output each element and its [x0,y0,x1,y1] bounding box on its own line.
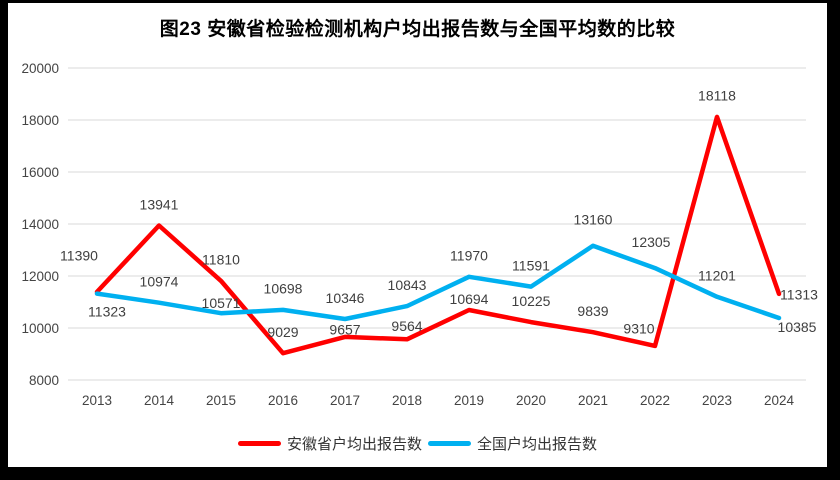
data-label: 10571 [202,295,241,311]
x-axis-tick-label: 2024 [764,393,795,408]
y-axis-tick-label: 8000 [29,373,59,388]
chart-title: 图23 安徽省检验检测机构户均出报告数与全国平均数的比较 [159,19,676,40]
line-chart-plot: 8000 10000 12000 14000 16000 18000 20000 2013 20… [21,61,818,408]
data-label: 9657 [329,322,360,338]
data-label: 13941 [140,196,179,212]
legend-swatch-icon [237,440,281,446]
x-axis-tick-label: 2014 [144,393,175,408]
data-label: 13160 [574,212,613,228]
chart-legend: 安徽省户均出报告数 全国户均出报告数 [8,432,827,454]
y-axis-tick-label: 12000 [21,269,59,284]
legend-item-0: 安徽省户均出报告数 [237,433,422,454]
x-axis-tick-label: 2018 [392,393,422,408]
y-axis-tick-label: 16000 [21,165,59,180]
data-label: 11970 [450,248,488,264]
data-label: 18118 [698,88,736,104]
data-label: 9839 [577,303,608,319]
data-label: 11313 [780,287,818,303]
data-label: 10698 [264,281,303,297]
x-axis-tick-label: 2017 [330,393,360,408]
x-axis-tick-label: 2019 [454,393,484,408]
legend-label: 安徽省户均出报告数 [286,435,422,453]
x-axis-tick-label: 2016 [268,393,298,408]
y-axis-tick-label: 14000 [21,217,59,232]
data-label: 11323 [88,303,126,319]
series-line-0 [94,114,782,356]
x-axis-tick-label: 2020 [516,393,546,408]
data-label: 11810 [202,252,240,268]
data-label: 12305 [632,234,671,250]
data-label: 10225 [512,293,551,309]
x-axis-tick-label: 2015 [206,393,236,408]
y-axis-tick-label: 18000 [21,113,59,128]
data-label: 9029 [267,324,298,340]
series-line-1 [94,243,782,322]
data-label: 10843 [388,277,427,293]
legend-swatch-icon [428,440,471,446]
chart-container: 图23 安徽省检验检测机构户均出报告数与全国平均数的比较 8000 10000 12… [8,3,827,467]
x-axis-tick-label: 2023 [702,393,732,408]
data-label: 9310 [623,321,654,337]
x-axis-tick-label: 2022 [640,393,670,408]
legend-item-1: 全国户均出报告数 [428,433,597,454]
data-label: 9564 [391,318,422,334]
data-label: 10346 [326,290,365,306]
x-axis-tick-label: 2013 [82,393,112,408]
x-axis-tick-label: 2021 [578,393,608,408]
y-axis-tick-label: 10000 [21,321,59,336]
data-label: 11591 [512,257,550,273]
data-label: 11390 [60,248,98,264]
data-label: 11201 [698,268,736,284]
data-label: 10974 [140,274,179,290]
legend-label: 全国户均出报告数 [477,435,598,453]
data-label: 10385 [778,319,817,335]
data-label: 10694 [450,291,489,307]
y-axis-tick-label: 20000 [21,61,59,76]
